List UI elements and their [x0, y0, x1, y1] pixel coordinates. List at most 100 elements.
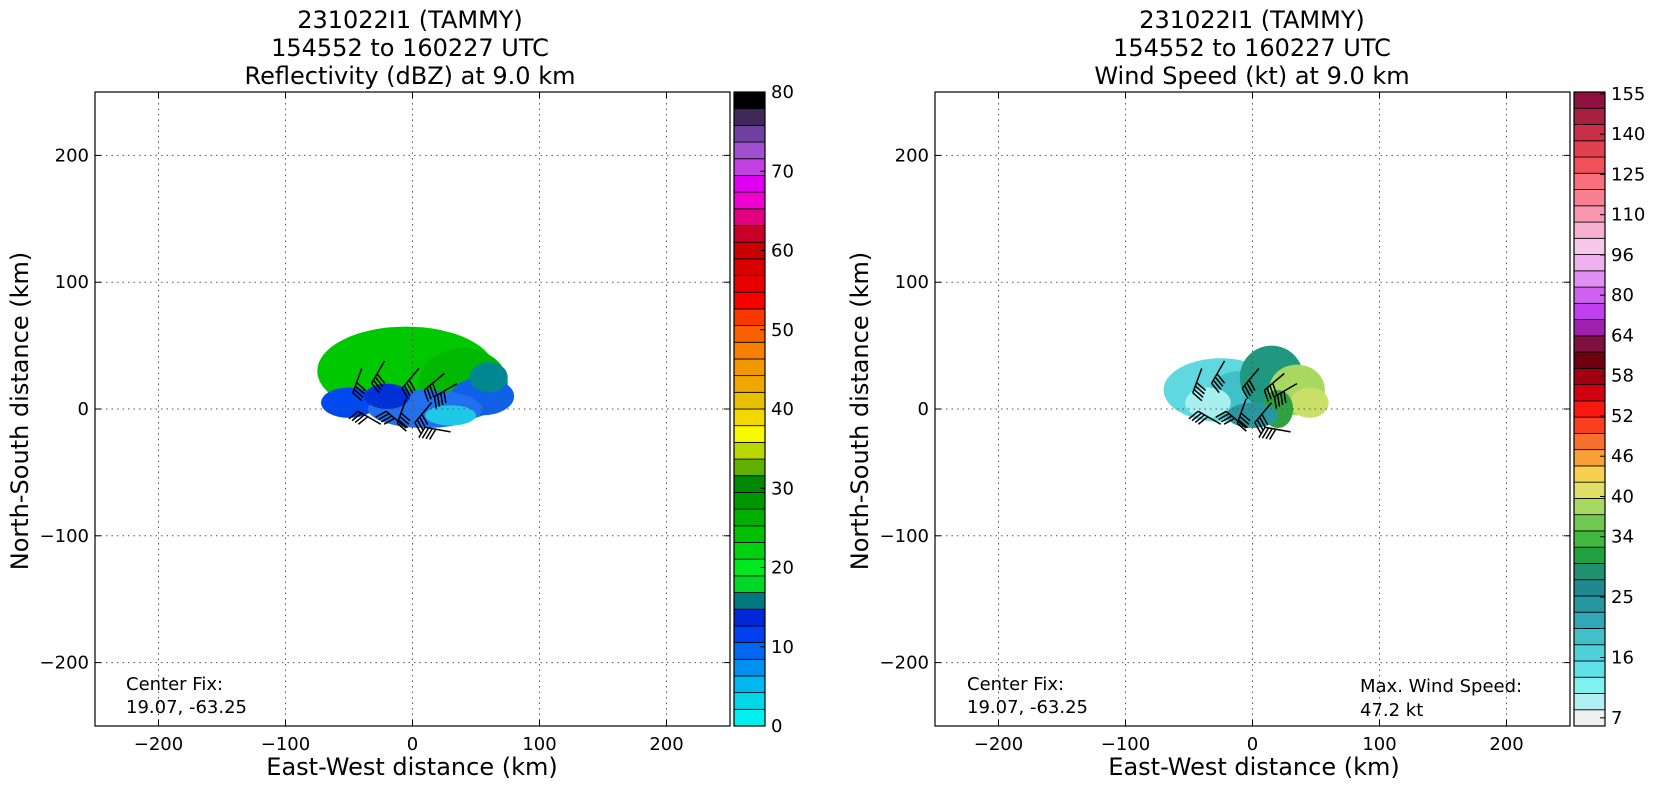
wind-speed-colorbar-segment — [1573, 416, 1606, 434]
wind-speed-colorbar-segment — [1573, 514, 1606, 532]
reflectivity-colorbar-segment — [733, 141, 766, 160]
reflectivity-xtick-label: −100 — [261, 734, 310, 755]
wind-speed-ytick-label: −200 — [880, 653, 929, 674]
wind-speed-wind-barb — [1210, 360, 1226, 394]
wind-speed-colorbar-segment — [1573, 432, 1606, 451]
reflectivity-field-cell — [321, 387, 377, 418]
wind-speed-colorbar-segment — [1573, 481, 1606, 499]
reflectivity-colorbar-segment — [733, 408, 766, 427]
reflectivity-colorbar-segment — [733, 341, 766, 360]
reflectivity-colorbar: 0 10 20 30 40 50 60 70 80 — [733, 82, 794, 737]
reflectivity-colorbar-segment — [733, 492, 766, 510]
reflectivity-wind-barb — [348, 410, 382, 425]
reflectivity-wind-barb — [418, 426, 451, 440]
wind-speed-colorbar-tick-label: 7 — [1611, 708, 1622, 729]
reflectivity-colorbar-tick-label: 50 — [771, 320, 794, 341]
wind-speed-colorbar-frame — [1573, 91, 1606, 727]
wind-speed-colorbar-segment — [1573, 579, 1606, 597]
wind-speed-xlabel: East-West distance (km) — [1108, 753, 1399, 781]
reflectivity-colorbar-segment — [733, 208, 766, 226]
wind-speed-panel: 231022I1 (TAMMY) 154552 to 160227 UTC Wi… — [846, 6, 1645, 781]
reflectivity-title-line-2: 154552 to 160227 UTC — [271, 34, 549, 62]
wind-speed-center-fix-value: 19.07, -63.25 — [967, 697, 1088, 718]
wind-speed-colorbar: 7 16 25 34 40 46 52 58 64 80 96 110 125 140 155 — [1573, 84, 1645, 729]
wind-speed-colorbar-tick-label: 34 — [1611, 527, 1634, 548]
reflectivity-colorbar-segment — [733, 225, 766, 243]
reflectivity-xtick-label: 100 — [522, 734, 556, 755]
reflectivity-colorbar-segment — [733, 375, 766, 393]
wind-speed-colorbar-segment — [1573, 237, 1606, 255]
reflectivity-field — [317, 326, 515, 429]
wind-speed-colorbar-tick-label: 110 — [1611, 205, 1645, 226]
reflectivity-field-cell — [364, 383, 410, 409]
wind-speed-colorbar-segment — [1573, 644, 1606, 662]
wind-speed-wind-barb — [1236, 398, 1251, 432]
wind-speed-colorbar-segment — [1573, 498, 1606, 516]
wind-speed-colorbar-segment — [1573, 124, 1606, 142]
wind-speed-colorbar-segment — [1573, 205, 1606, 223]
reflectivity-colorbar-segment — [733, 675, 766, 694]
reflectivity-colorbar-tick-label: 30 — [771, 478, 794, 499]
reflectivity-colorbar-segment — [733, 475, 766, 493]
reflectivity-colorbar-segment — [733, 191, 766, 210]
wind-speed-colorbar-tick-label: 140 — [1611, 124, 1645, 145]
wind-speed-colorbar-segment — [1573, 465, 1606, 483]
wind-speed-wind-barb — [1215, 410, 1247, 429]
reflectivity-wind-barb — [352, 368, 367, 402]
wind-speed-colorbar-segment — [1573, 270, 1606, 288]
reflectivity-colorbar-segment — [733, 291, 766, 310]
reflectivity-colorbar-segment — [733, 158, 766, 176]
wind-speed-colorbar-segment — [1573, 367, 1606, 386]
wind-speed-title-line-3: Wind Speed (kt) at 9.0 km — [1094, 62, 1409, 90]
wind-speed-field — [1163, 345, 1329, 429]
wind-speed-colorbar-segment — [1573, 611, 1606, 629]
wind-speed-wind-barb — [1192, 368, 1207, 402]
reflectivity-colorbar-segment — [733, 542, 766, 560]
wind-speed-colorbar-segment — [1573, 693, 1606, 711]
wind-speed-colorbar-segment — [1573, 302, 1606, 320]
wind-speed-colorbar-segment — [1573, 449, 1606, 467]
wind-speed-title-line-1: 231022I1 (TAMMY) — [1139, 6, 1365, 34]
reflectivity-xtick-label: 200 — [649, 734, 683, 755]
wind-speed-colorbar-segment — [1573, 156, 1606, 174]
wind-speed-colorbar-segment — [1573, 628, 1606, 646]
wind-speed-ytick-label: −100 — [880, 526, 929, 547]
wind-speed-colorbar-tick-label: 80 — [1611, 285, 1634, 306]
wind-speed-colorbar-segment — [1573, 189, 1606, 207]
wind-speed-colorbar-segment — [1573, 140, 1606, 158]
wind-speed-colorbar-tick-label: 52 — [1611, 406, 1634, 427]
wind-speed-colorbar-segment — [1573, 400, 1606, 418]
wind-speed-wind-barb — [1258, 426, 1291, 440]
reflectivity-colorbar-segment — [733, 508, 766, 527]
wind-speed-wind-barb — [1188, 410, 1222, 425]
wind-speed-colorbar-tick-label: 58 — [1611, 366, 1634, 387]
wind-speed-colorbar-segment — [1573, 319, 1606, 337]
wind-speed-xtick-label: 0 — [1247, 734, 1258, 755]
reflectivity-center-fix-value: 19.07, -63.25 — [126, 697, 247, 718]
reflectivity-ytick-label: −100 — [40, 526, 89, 547]
reflectivity-xlabel: East-West distance (km) — [266, 753, 557, 781]
reflectivity-colorbar-segment — [733, 308, 766, 326]
reflectivity-plot-area: −200 −100 0 100 200 −200 −100 0 100 200 — [40, 91, 731, 755]
wind-speed-plot-area: −200 −100 0 100 200 −200 −100 0 100 200 — [880, 91, 1571, 755]
wind-speed-colorbar-tick-label: 25 — [1611, 587, 1634, 608]
reflectivity-colorbar-segment — [733, 625, 766, 643]
reflectivity-colorbar-segment — [733, 258, 766, 276]
wind-speed-wind-barb — [1273, 382, 1298, 409]
reflectivity-colorbar-tick-label: 70 — [771, 161, 794, 182]
wind-speed-title-line-2: 154552 to 160227 UTC — [1113, 34, 1391, 62]
wind-speed-colorbar-segment — [1573, 660, 1606, 678]
wind-speed-ytick-label: 200 — [895, 145, 929, 166]
reflectivity-colorbar-segment — [733, 91, 766, 110]
wind-speed-xtick-label: 200 — [1489, 734, 1523, 755]
reflectivity-panel: 231022I1 (TAMMY) 154552 to 160227 UTC Re… — [6, 6, 794, 781]
reflectivity-colorbar-tick-label: 10 — [771, 637, 794, 658]
wind-speed-wind-barb — [1241, 367, 1260, 400]
wind-speed-xtick-label: 100 — [1362, 734, 1396, 755]
wind-speed-ylabel: North-South distance (km) — [846, 252, 874, 571]
wind-speed-colorbar-segment — [1573, 563, 1606, 581]
reflectivity-colorbar-segment — [733, 642, 766, 660]
wind-speed-colorbar-segment — [1573, 107, 1606, 125]
reflectivity-colorbar-segment — [733, 525, 766, 543]
